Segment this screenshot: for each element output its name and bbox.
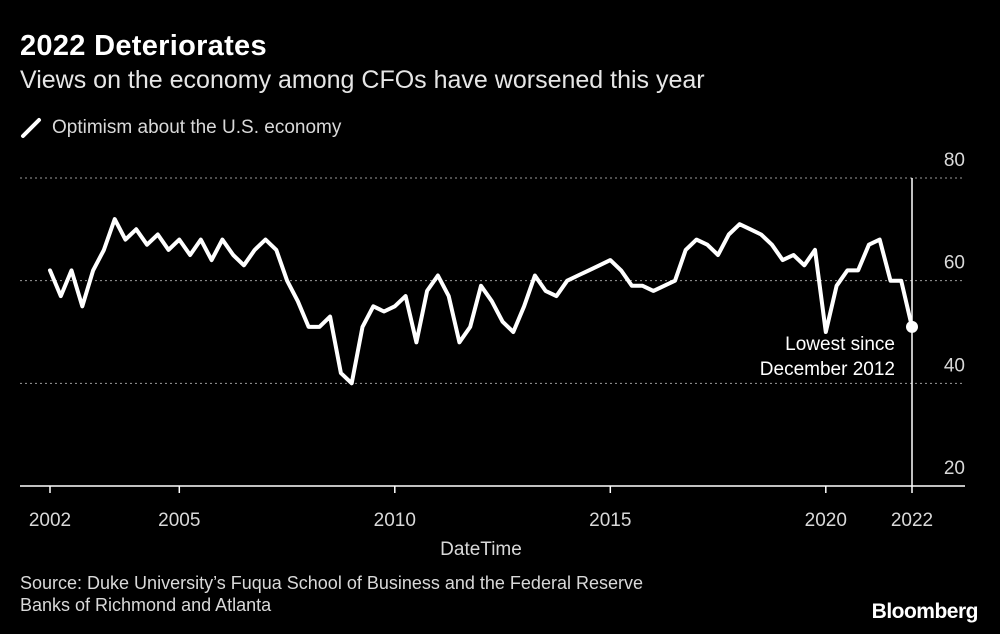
x-tick-label-2002: 2002 [29,510,71,531]
x-tick-label-2005: 2005 [158,510,200,531]
annotation-line-1: Lowest since [785,334,895,355]
x-axis-label: DateTime [440,539,522,560]
x-axis: 2002 2005 2010 2015 2020 2022 [20,485,965,531]
x-tick-label-2022: 2022 [891,510,933,531]
x-tick-label-2020: 2020 [805,510,847,531]
y-tick-label-20: 20 [944,458,965,479]
annotation-line-2: December 2012 [760,359,895,380]
y-tick-label-60: 60 [944,253,965,274]
y-tick-label-80: 80 [944,150,965,171]
y-tick-label-40: 40 [944,355,965,376]
legend-label: Optimism about the U.S. economy [52,117,342,138]
latest-value-dot [906,320,918,333]
source-note: Source: Duke University’s Fuqua School o… [20,572,820,616]
y-axis-ticks: 20 40 60 80 [944,150,965,479]
source-line-1: Source: Duke University’s Fuqua School o… [20,573,643,593]
x-tick-label-2015: 2015 [589,510,631,531]
x-tick-label-2010: 2010 [374,510,416,531]
source-line-2: Banks of Richmond and Atlanta [20,595,272,615]
legend-line-icon [21,118,41,138]
chart-title: 2022 Deteriorates [20,30,267,62]
chart-subtitle: Views on the economy among CFOs have wor… [20,66,705,94]
series-line [48,217,914,386]
legend: Optimism about the U.S. economy [20,117,341,139]
bloomberg-logo: Bloomberg [871,600,979,623]
